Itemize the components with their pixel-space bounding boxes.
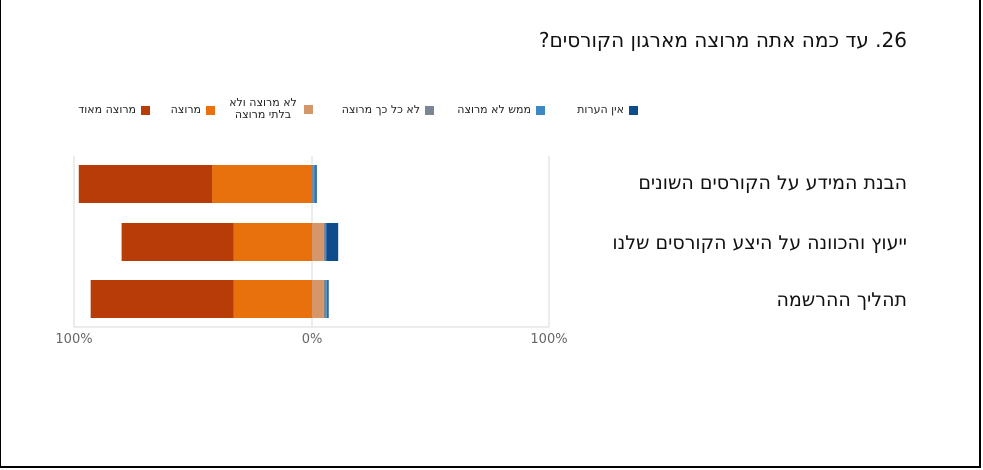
x-tick-label: 100% — [55, 332, 92, 347]
bar-segment: אין הערות: 0.5 — [315, 165, 317, 203]
legend-item-not-so-satisfied: לא כל כך מרוצה — [342, 104, 434, 116]
legend-swatch — [304, 104, 313, 114]
legend-label: מרוצה מאוד — [78, 103, 136, 116]
category-label: הבנת המידע על הקורסים השונים — [638, 172, 907, 194]
legend-label: ממש לא מרוצה — [457, 103, 531, 116]
bar-segment: לא כל כך מרוצה: 1 — [323, 280, 327, 318]
bar-segment: מרוצה מאוד: 60 — [90, 280, 234, 318]
legend-swatch — [629, 105, 638, 115]
legend-label: לא מרוצה ולא בלתי מרוצה — [229, 96, 297, 121]
bar-segment: מרוצה: 33 — [233, 280, 312, 318]
legend-swatch — [141, 105, 150, 115]
bar-segment: מרוצה מאוד: 47 — [121, 223, 234, 261]
x-tick-label: 0% — [302, 332, 323, 347]
bar-segment: לא מרוצה ולא בלתי מרוצה: 5 — [312, 280, 324, 318]
chart-title: 26. עד כמה אתה מרוצה מארגון הקורסים? — [538, 28, 907, 52]
bar-segment: אין הערות: 5 — [326, 223, 339, 261]
bar-segment: אין הערות: 0.5 — [327, 280, 329, 318]
bar-segment: ממש לא מרוצה: 0.5 — [326, 280, 328, 318]
legend-swatch — [425, 105, 434, 115]
legend-item-very-dissatisfied: ממש לא מרוצה — [457, 104, 545, 116]
bar-segment: ממש לא מרוצה: 0.8 — [313, 165, 316, 203]
legend-label: מרוצה — [170, 103, 201, 116]
x-tick-label: 100% — [530, 332, 567, 347]
legend: מרוצה מאוד מרוצה לא מרוצה ולא בלתי מרוצה… — [0, 0, 983, 140]
category-label: ייעוץ והכוונה על היצע הקורסים שלנו — [612, 232, 907, 254]
bar-segment: לא כל כך מרוצה: 0.7 — [312, 165, 314, 203]
category-label: תהליך ההרשמה — [776, 289, 907, 311]
legend-item-neutral: לא מרוצה ולא בלתי מרוצה — [227, 97, 313, 121]
legend-item-very-satisfied: מרוצה מאוד — [78, 104, 150, 116]
legend-item-no-comments: אין הערות — [577, 104, 638, 116]
bar-segment: לא כל כך מרוצה: 0.5 — [323, 223, 326, 261]
legend-label: לא כל כך מרוצה — [341, 103, 420, 116]
bar-segment: מרוצה: 42 — [212, 165, 312, 203]
legend-swatch — [206, 105, 215, 115]
legend-swatch — [536, 105, 545, 115]
legend-label: אין הערות — [577, 103, 624, 116]
legend-item-satisfied: מרוצה — [171, 104, 215, 116]
bar-segment: ממש לא מרוצה: 0.5 — [325, 223, 327, 261]
bar-segment: מרוצה: 33 — [233, 223, 312, 261]
bar-segment: מרוצה מאוד: 56 — [78, 165, 213, 203]
bar-segment: לא מרוצה ולא בלתי מרוצה: 5 — [312, 223, 324, 261]
